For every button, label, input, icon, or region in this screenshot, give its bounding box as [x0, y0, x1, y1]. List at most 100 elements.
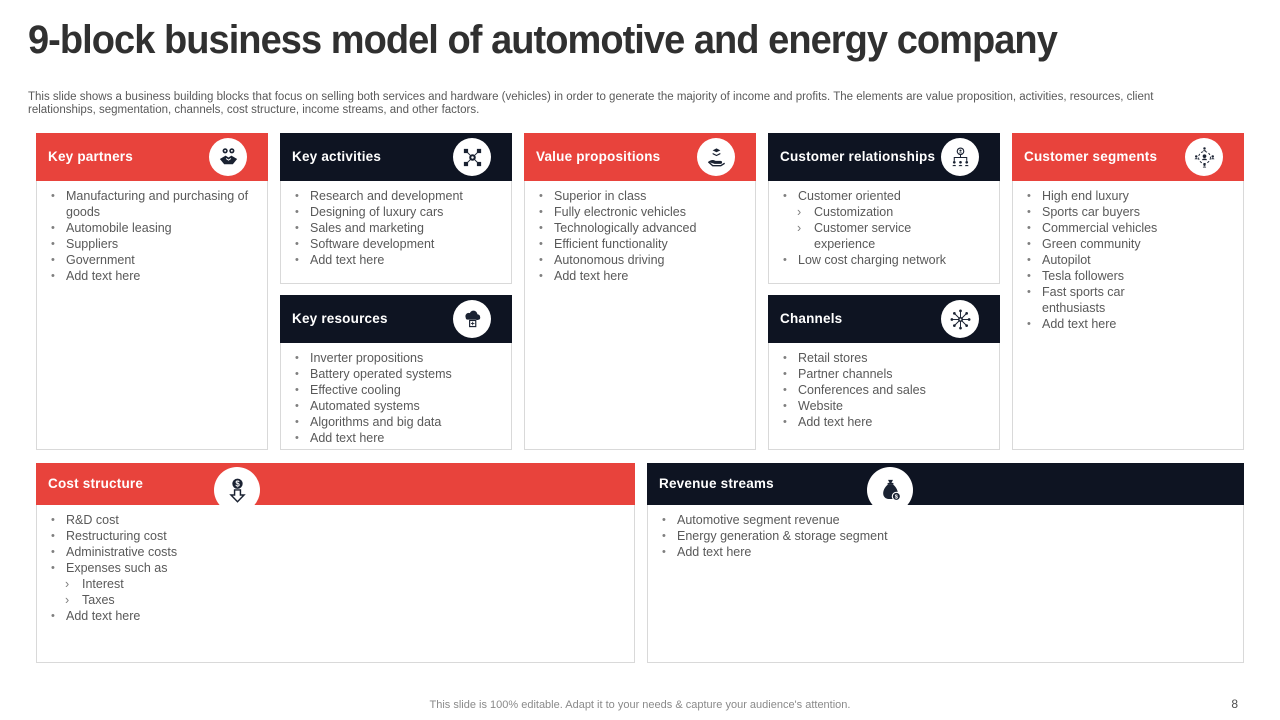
- list-item: Conferences and sales: [781, 382, 991, 398]
- list-item: Interest: [63, 576, 626, 592]
- block-title: Key activities: [292, 149, 382, 164]
- list-item: Autonomous driving: [537, 252, 747, 268]
- list-item: Customization: [795, 204, 930, 220]
- list-item: Inverter propositions: [293, 350, 503, 366]
- list-item: Efficient functionality: [537, 236, 747, 252]
- footer-note: This slide is 100% editable. Adapt it to…: [429, 699, 851, 711]
- handshake-icon: [209, 138, 247, 176]
- page-title: 9-block business model of automotive and…: [28, 18, 1058, 62]
- key-activities-list: Research and developmentDesigning of lux…: [281, 188, 511, 268]
- list-item: Low cost charging network: [781, 252, 991, 268]
- block-title: Key partners: [48, 149, 133, 164]
- block-key-activities-header: Key activities: [280, 133, 512, 181]
- list-item: Designing of luxury cars: [293, 204, 503, 220]
- list-item: Algorithms and big data: [293, 414, 503, 430]
- list-item: Add text here: [293, 430, 503, 446]
- list-item: Commercial vehicles: [1025, 220, 1180, 236]
- hub-spokes-icon: [941, 300, 979, 338]
- block-title: Value propositions: [536, 149, 661, 164]
- block-key-partners-header: Key partners: [36, 133, 268, 181]
- list-item: Expenses such as: [49, 560, 626, 576]
- list-item: Technologically advanced: [537, 220, 747, 236]
- cost-structure-list: R&D costRestructuring costAdministrative…: [37, 512, 634, 624]
- list-item: Customer oriented: [781, 188, 991, 204]
- block-key-resources: Key resources Inverter propositionsBatte…: [280, 295, 512, 450]
- list-item: Battery operated systems: [293, 366, 503, 382]
- list-item: Sales and marketing: [293, 220, 503, 236]
- block-customer-segments: Customer segments High end luxurySports …: [1012, 133, 1244, 450]
- block-cost-structure: Cost structure $ R&D costRestructuring c…: [36, 463, 635, 663]
- svg-text:$: $: [235, 479, 240, 488]
- list-item: Add text here: [49, 608, 626, 624]
- list-item: Add text here: [781, 414, 991, 430]
- money-bag-icon: $: [867, 467, 913, 513]
- list-item: High end luxury: [1025, 188, 1180, 204]
- block-title: Revenue streams: [659, 476, 774, 491]
- audience-segments-icon: [1185, 138, 1223, 176]
- list-item: Partner channels: [781, 366, 991, 382]
- list-item: Automotive segment revenue: [660, 512, 1235, 528]
- block-title: Customer segments: [1024, 149, 1158, 164]
- list-item: Government: [49, 252, 259, 268]
- page-number: 8: [1231, 697, 1238, 711]
- block-channels: Channels: [768, 295, 1000, 450]
- gear-network-icon: [453, 138, 491, 176]
- customer-segments-list: High end luxurySports car buyersCommerci…: [1013, 188, 1243, 332]
- slide-description: This slide shows a business building blo…: [28, 90, 1154, 117]
- value-propositions-list: Superior in classFully electronic vehicl…: [525, 188, 755, 284]
- block-key-partners: Key partners Manufacturing and purchasin…: [36, 133, 268, 450]
- list-item: Add text here: [293, 252, 503, 268]
- list-item: R&D cost: [49, 512, 626, 528]
- list-item: Restructuring cost: [49, 528, 626, 544]
- list-item: Fully electronic vehicles: [537, 204, 747, 220]
- list-item: Add text here: [537, 268, 747, 284]
- list-item: Customer service experience: [795, 220, 930, 252]
- block-title: Key resources: [292, 311, 388, 326]
- hand-value-icon: [697, 138, 735, 176]
- cloud-storage-icon: [453, 300, 491, 338]
- svg-text:$: $: [894, 494, 898, 500]
- list-item: Add text here: [49, 268, 259, 284]
- block-title: Cost structure: [48, 476, 144, 491]
- list-item: Autopilot: [1025, 252, 1180, 268]
- list-item: Research and development: [293, 188, 503, 204]
- list-item: Effective cooling: [293, 382, 503, 398]
- block-title: Customer relationships: [780, 149, 936, 164]
- list-item: Manufacturing and purchasing of goods: [49, 188, 259, 220]
- block-revenue-streams: Revenue streams $ Automotive segment rev…: [647, 463, 1244, 663]
- block-key-resources-header: Key resources: [280, 295, 512, 343]
- block-channels-header: Channels: [768, 295, 1000, 343]
- list-item: Sports car buyers: [1025, 204, 1180, 220]
- channels-list: Retail storesPartner channelsConferences…: [769, 350, 999, 430]
- list-item: Energy generation & storage segment: [660, 528, 1235, 544]
- customer-relationships-list: Customer orientedCustomizationCustomer s…: [769, 188, 999, 268]
- list-item: Automated systems: [293, 398, 503, 414]
- dollar-down-arrow-icon: $: [214, 467, 260, 513]
- block-revenue-streams-header: Revenue streams $: [647, 463, 1244, 513]
- block-customer-relationships-header: Customer relationships: [768, 133, 1000, 181]
- list-item: Fast sports car enthusiasts: [1025, 284, 1180, 316]
- list-item: Retail stores: [781, 350, 991, 366]
- list-item: Website: [781, 398, 991, 414]
- list-item: Green community: [1025, 236, 1180, 252]
- block-key-activities: Key activities Research and developmen: [280, 133, 512, 284]
- block-customer-relationships: Customer relationships Customer oriented…: [768, 133, 1000, 284]
- list-item: Suppliers: [49, 236, 259, 252]
- revenue-streams-list: Automotive segment revenueEnergy generat…: [648, 512, 1243, 560]
- list-item: Automobile leasing: [49, 220, 259, 236]
- list-item: Software development: [293, 236, 503, 252]
- list-item: Administrative costs: [49, 544, 626, 560]
- block-customer-segments-header: Customer segments: [1012, 133, 1244, 181]
- key-partners-list: Manufacturing and purchasing of goodsAut…: [37, 188, 267, 284]
- list-item: Taxes: [63, 592, 626, 608]
- org-chart-people-icon: [941, 138, 979, 176]
- block-value-propositions: Value propositions Superior in classFull…: [524, 133, 756, 450]
- block-cost-structure-header: Cost structure $: [36, 463, 635, 513]
- list-item: Tesla followers: [1025, 268, 1180, 284]
- block-value-propositions-header: Value propositions: [524, 133, 756, 181]
- list-item: Add text here: [1025, 316, 1180, 332]
- block-title: Channels: [780, 311, 843, 326]
- list-item: Superior in class: [537, 188, 747, 204]
- key-resources-list: Inverter propositionsBattery operated sy…: [281, 350, 511, 446]
